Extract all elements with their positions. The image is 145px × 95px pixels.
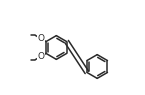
Text: O: O xyxy=(37,52,44,61)
Text: O: O xyxy=(37,34,44,43)
